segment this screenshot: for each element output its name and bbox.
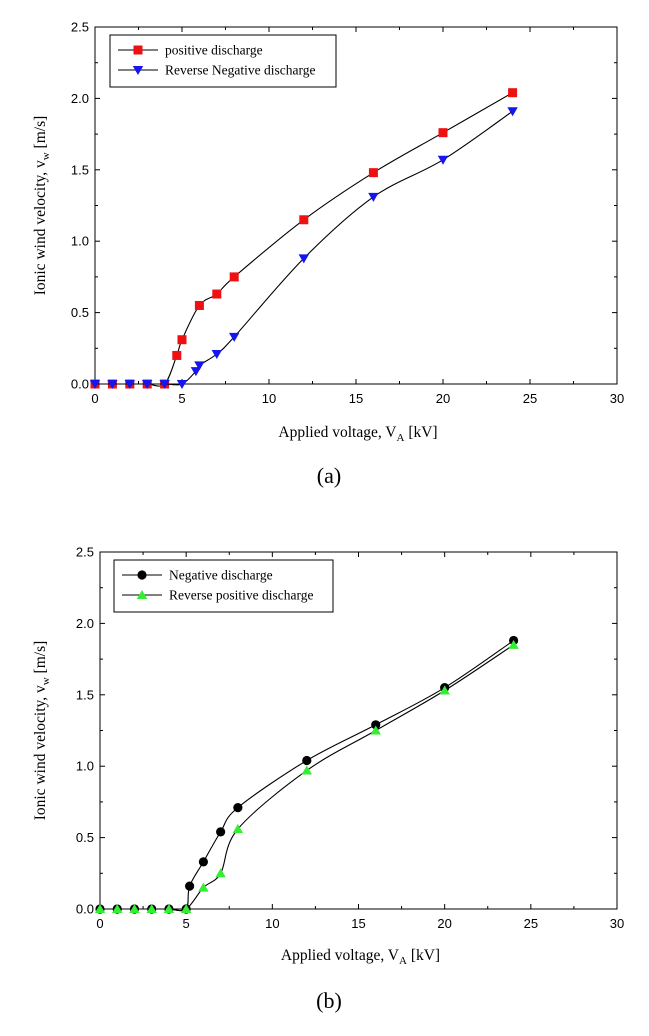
- data-point: [216, 827, 226, 837]
- data-point: [298, 254, 309, 264]
- y-tick-label: 0.5: [71, 305, 89, 320]
- data-point: [370, 725, 381, 735]
- legend: positive discharge Reverse Negative disch…: [109, 34, 337, 88]
- data-point: [94, 904, 106, 913]
- x-tick-label: 0: [91, 391, 98, 406]
- series-0: [95, 635, 519, 914]
- series-line: [94, 110, 513, 386]
- chart-panel-b: 0 5 10 15 20 25 30 0.0 0.5 1.0 1.5 2.0 2.5 Applied vo…: [32, 545, 624, 1014]
- x-tick-label: 10: [265, 916, 279, 931]
- data-point: [142, 380, 153, 389]
- data-point: [229, 272, 239, 282]
- x-tick-label: 30: [610, 391, 624, 406]
- x-tick-label: 15: [349, 391, 363, 406]
- y-tick-label: 1.5: [71, 162, 89, 177]
- data-point: [180, 904, 192, 913]
- data-point: [233, 803, 243, 813]
- legend: Negative discharge Reverse positive disch…: [113, 559, 334, 613]
- y-tick-label: 0.0: [71, 377, 89, 392]
- x-tick-label: 20: [437, 916, 451, 931]
- data-point: [185, 881, 195, 891]
- data-point: [212, 289, 222, 299]
- data-point: [508, 639, 519, 649]
- series-line: [99, 644, 514, 912]
- y-axis-title: Ionic wind velocity, vw [m/s]: [32, 116, 52, 296]
- data-point: [508, 88, 518, 98]
- legend-box: [113, 559, 334, 613]
- panel-label: (b): [316, 988, 342, 1013]
- data-point: [368, 168, 378, 178]
- panel-label: (a): [317, 463, 341, 488]
- data-point: [194, 300, 204, 310]
- y-tick-label: 2.5: [71, 20, 89, 35]
- legend-label: Reverse Negative discharge: [165, 63, 315, 78]
- data-point: [112, 904, 123, 913]
- legend-label: Negative discharge: [169, 568, 273, 583]
- y-tick-label: 1.0: [76, 759, 94, 774]
- series-line: [94, 92, 513, 387]
- y-tick-label: 1.5: [76, 687, 94, 702]
- data-point: [437, 155, 449, 165]
- x-tick-label: 15: [351, 916, 365, 931]
- data-point: [107, 380, 118, 389]
- y-tick-label: 1.0: [71, 234, 89, 249]
- x-tick-label: 25: [524, 916, 538, 931]
- series-1: [89, 107, 518, 389]
- data-point: [438, 128, 448, 138]
- data-point: [124, 380, 135, 389]
- data-point: [146, 904, 157, 913]
- y-tick-label: 2.5: [76, 545, 94, 560]
- x-tick-label: 0: [96, 916, 103, 931]
- data-point: [129, 904, 140, 913]
- legend-label: Reverse positive discharge: [169, 588, 313, 603]
- data-point: [299, 215, 309, 225]
- x-axis-title: Applied voltage, VA [kV]: [281, 947, 440, 967]
- data-point: [177, 335, 187, 345]
- data-point: [159, 380, 170, 389]
- x-tick-label: 5: [183, 916, 190, 931]
- series-1: [94, 639, 519, 913]
- series-line: [99, 640, 514, 912]
- data-point: [507, 107, 518, 117]
- legend-box: [109, 34, 337, 88]
- legend-marker: [137, 570, 147, 580]
- legend-marker: [133, 45, 143, 55]
- data-point: [89, 380, 101, 389]
- data-point: [215, 868, 226, 878]
- x-tick-label: 25: [523, 391, 537, 406]
- data-point: [198, 857, 208, 867]
- data-point: [172, 350, 182, 360]
- data-point: [190, 367, 202, 377]
- data-point: [232, 824, 244, 834]
- data-point: [198, 882, 209, 892]
- data-point: [176, 380, 188, 389]
- data-point: [302, 755, 312, 766]
- x-tick-label: 5: [178, 391, 185, 406]
- y-tick-label: 2.0: [76, 616, 94, 631]
- y-axis-title: Ionic wind velocity, vw [m/s]: [32, 641, 52, 821]
- legend-label: positive discharge: [165, 43, 263, 58]
- x-tick-label: 10: [262, 391, 276, 406]
- y-tick-label: 0.0: [76, 902, 94, 917]
- x-tick-label: 30: [610, 916, 624, 931]
- data-point: [439, 685, 450, 695]
- series-0: [90, 88, 518, 389]
- x-axis-title: Applied voltage, VA [kV]: [278, 424, 437, 444]
- legend-marker: [132, 66, 144, 75]
- data-point: [368, 192, 379, 202]
- data-point: [301, 765, 312, 775]
- data-point: [229, 332, 240, 342]
- chart-panel-a: 0 5 10 15 20 25 30 0.0 0.5 1.0 1.5 2.0 2.5 Applied vo…: [32, 20, 624, 489]
- x-tick-label: 20: [436, 391, 450, 406]
- data-point: [211, 350, 222, 360]
- y-tick-label: 2.0: [71, 91, 89, 106]
- data-point: [371, 720, 381, 730]
- data-point: [194, 361, 205, 371]
- y-tick-label: 0.5: [76, 830, 94, 845]
- data-point: [163, 904, 175, 913]
- legend-marker: [136, 590, 148, 599]
